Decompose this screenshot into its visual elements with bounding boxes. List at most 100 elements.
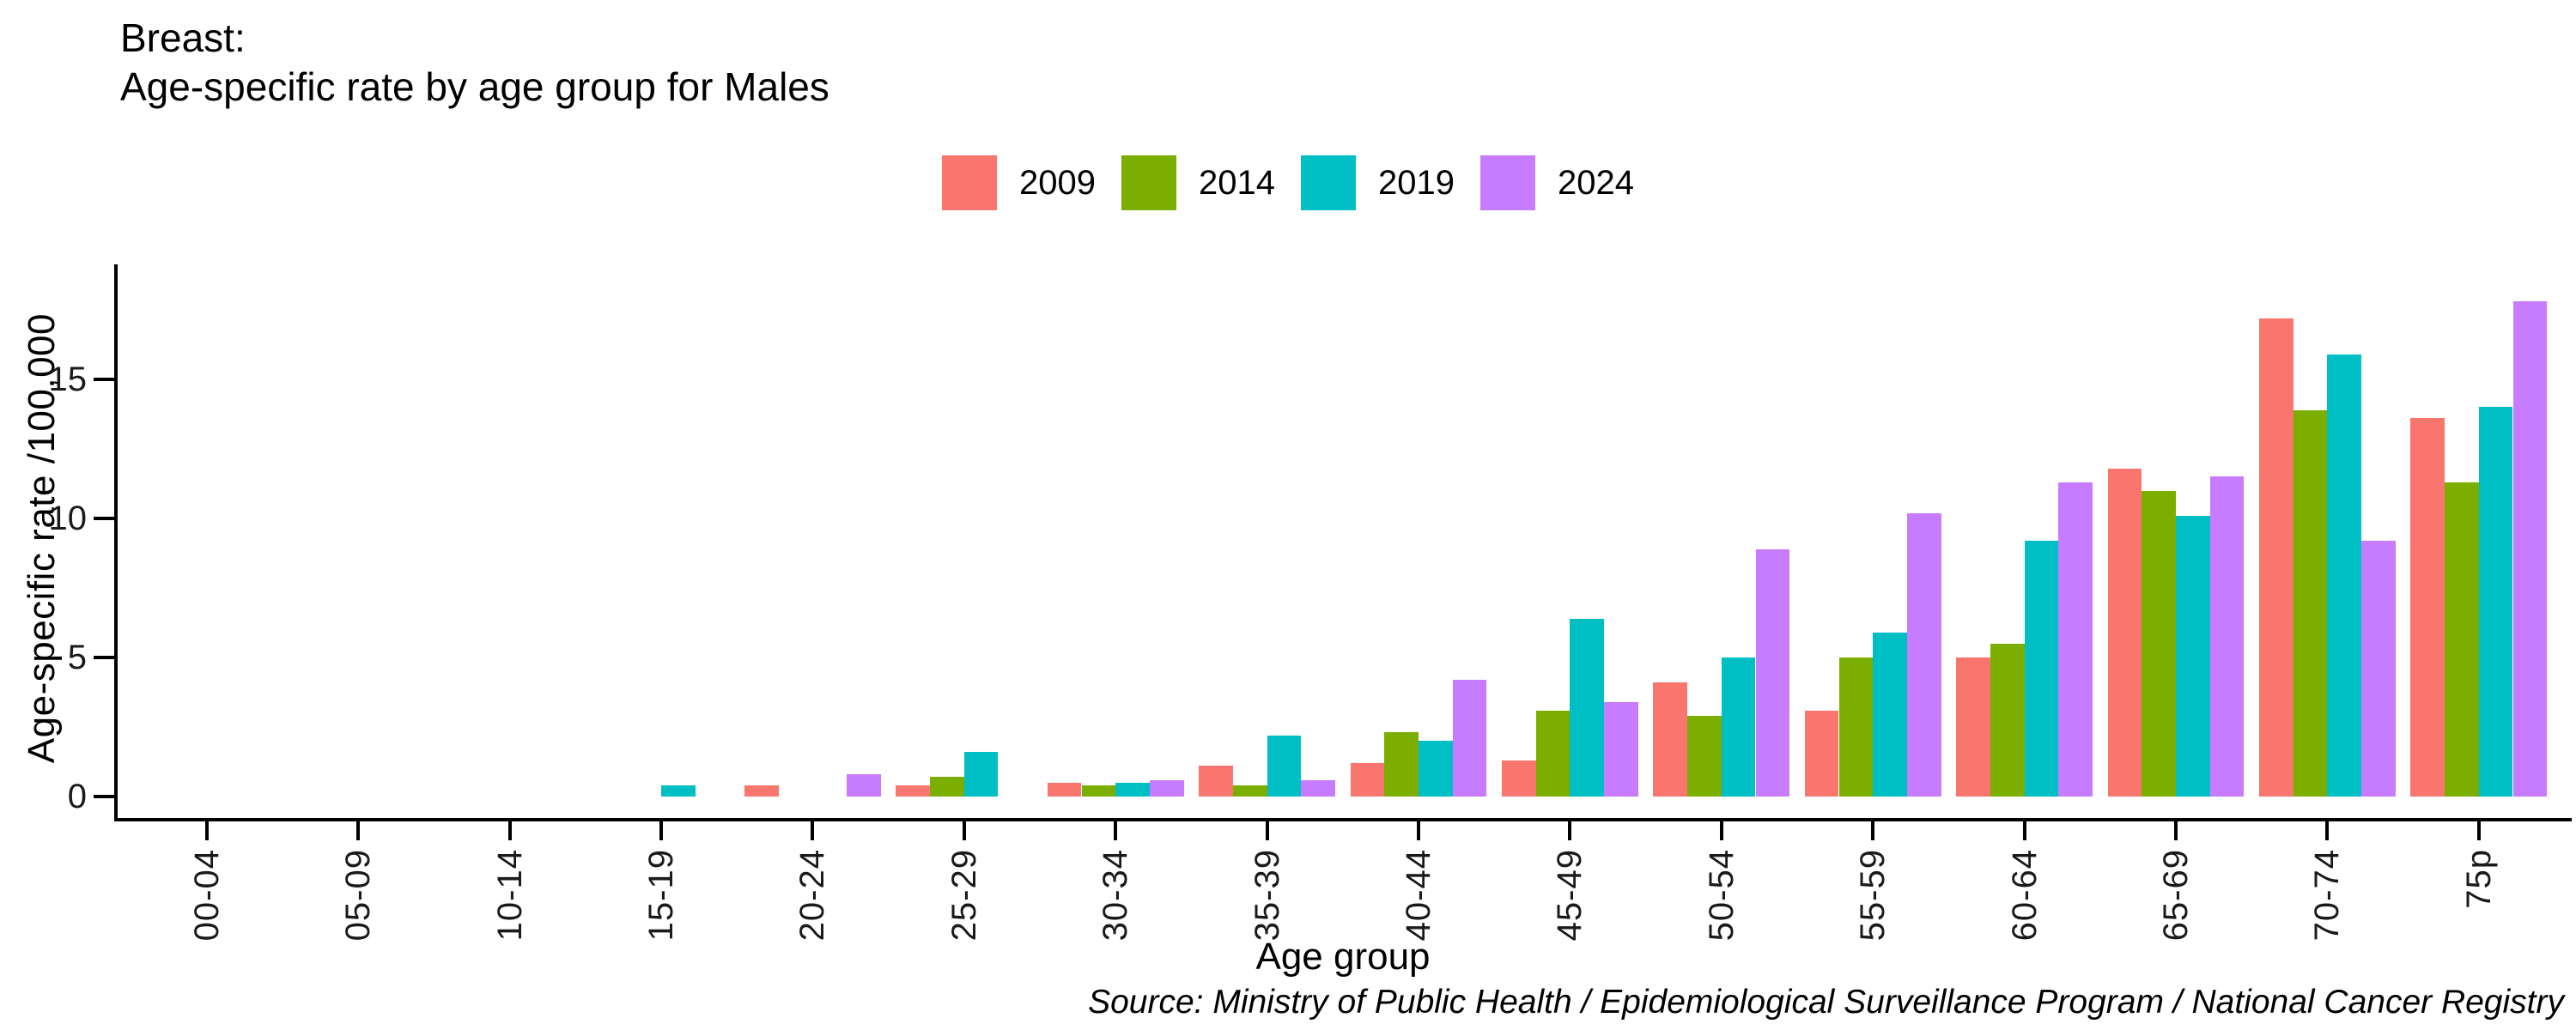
bar-2019-75p: [2478, 407, 2513, 797]
bar-2024-75p: [2512, 301, 2548, 797]
y-tick-label-5: 5: [67, 639, 87, 676]
legend-swatch-2014: [1121, 155, 1177, 210]
legend-item-2009: 2009: [942, 155, 1096, 210]
x-tick-label-00-04: 00-04: [187, 849, 226, 942]
bar-2024-20-24: [847, 774, 881, 797]
bar-2014-55-59: [1838, 657, 1874, 797]
bar-2019-40-44: [1419, 741, 1453, 797]
y-tick-mark-15: [94, 378, 114, 381]
x-tick-mark-05-09: [356, 821, 361, 840]
x-tick-label-10-14: 10-14: [490, 849, 529, 942]
legend-label-2014: 2014: [1199, 163, 1275, 202]
bar-2019-30-34: [1115, 782, 1150, 797]
bar-2014-25-29: [930, 777, 964, 797]
bar-2024-35-39: [1301, 779, 1335, 797]
bar-2014-75p: [2445, 482, 2479, 797]
x-tick-mark-40-44: [1417, 821, 1420, 840]
y-tick-mark-5: [94, 656, 114, 659]
bar-2019-45-49: [1570, 618, 1605, 797]
y-tick-mark-0: [94, 795, 114, 798]
legend-label-2009: 2009: [1019, 163, 1097, 202]
x-tick-mark-20-24: [811, 821, 815, 840]
legend-item-2014: 2014: [1121, 155, 1275, 210]
x-tick-mark-35-39: [1265, 821, 1269, 840]
bar-2009-65-69: [2107, 468, 2142, 797]
bar-2019-55-59: [1873, 632, 1907, 797]
bar-2009-60-64: [1956, 657, 1990, 797]
title-line-1: Breast:: [120, 15, 246, 60]
x-tick-label-40-44: 40-44: [1400, 849, 1437, 942]
x-tick-label-50-54: 50-54: [1702, 849, 1741, 942]
source-note: Source: Ministry of Public Health / Epid…: [1088, 984, 2564, 1021]
title-line-2: Age-specific rate by age group for Males: [120, 64, 829, 109]
x-tick-mark-10-14: [507, 821, 512, 840]
y-tick-mark-10: [94, 517, 114, 520]
bar-2009-20-24: [744, 785, 779, 797]
x-tick-mark-55-59: [1871, 821, 1875, 840]
legend-item-2024: 2024: [1479, 155, 1634, 210]
x-tick-label-20-24: 20-24: [793, 849, 832, 942]
bar-2014-30-34: [1081, 785, 1116, 797]
bar-2009-50-54: [1653, 682, 1688, 797]
y-tick-label-15: 15: [48, 360, 88, 398]
bar-2014-40-44: [1384, 732, 1419, 797]
x-tick-mark-70-74: [2325, 821, 2330, 840]
bar-2019-60-64: [2024, 540, 2059, 797]
y-axis-line: [114, 264, 118, 821]
bar-2014-65-69: [2142, 490, 2176, 797]
bar-2014-45-49: [1535, 710, 1571, 797]
x-tick-label-65-69: 65-69: [2157, 849, 2195, 942]
bar-2024-50-54: [1755, 548, 1790, 797]
x-tick-label-55-59: 55-59: [1854, 849, 1893, 942]
y-axis-title-wrap: Age-specific rate /100,000: [21, 258, 64, 820]
bar-2009-25-29: [896, 785, 931, 797]
legend-item-2019: 2019: [1301, 155, 1455, 210]
bar-2024-60-64: [2058, 482, 2093, 797]
x-tick-mark-25-29: [962, 821, 966, 840]
x-tick-label-15-19: 15-19: [642, 849, 680, 942]
x-tick-mark-60-64: [2022, 821, 2026, 840]
bar-2019-50-54: [1721, 657, 1756, 797]
bar-2024-40-44: [1452, 679, 1487, 797]
x-tick-label-60-64: 60-64: [2005, 849, 2044, 942]
x-tick-mark-45-49: [1568, 821, 1572, 840]
bar-2019-35-39: [1267, 735, 1302, 797]
x-axis-title: Age group: [1255, 936, 1431, 978]
bar-2019-15-19: [661, 785, 696, 797]
bar-2014-60-64: [1990, 643, 2025, 797]
x-tick-label-70-74: 70-74: [2308, 849, 2347, 942]
legend-swatch-2009: [942, 155, 998, 210]
x-tick-mark-65-69: [2174, 821, 2178, 840]
y-tick-label-0: 0: [67, 778, 87, 815]
bar-2009-75p: [2410, 418, 2445, 797]
bar-2009-45-49: [1502, 760, 1536, 797]
bar-2019-70-74: [2327, 354, 2362, 797]
bar-2024-55-59: [1906, 512, 1941, 797]
bar-2024-30-34: [1149, 779, 1184, 797]
y-tick-label-10: 10: [48, 500, 88, 537]
bar-2009-35-39: [1199, 766, 1233, 797]
x-tick-mark-00-04: [204, 821, 209, 840]
bar-2024-65-69: [2209, 476, 2245, 797]
x-tick-mark-75p: [2476, 821, 2481, 840]
x-tick-mark-15-19: [659, 821, 663, 840]
legend-label-2024: 2024: [1557, 163, 1634, 202]
bar-2014-35-39: [1232, 785, 1267, 797]
bar-2009-70-74: [2259, 318, 2293, 797]
x-tick-label-45-49: 45-49: [1551, 849, 1589, 942]
x-axis-line: [114, 818, 2572, 821]
bar-2019-65-69: [2176, 515, 2210, 797]
x-tick-mark-30-34: [1114, 821, 1118, 840]
x-tick-label-05-09: 05-09: [339, 849, 378, 942]
page-title: Breast: Age-specific rate by age group fo…: [120, 14, 829, 112]
bar-2014-70-74: [2293, 409, 2328, 797]
x-tick-label-30-34: 30-34: [1097, 849, 1135, 942]
bar-2024-70-74: [2361, 540, 2396, 797]
bar-2014-50-54: [1687, 716, 1722, 797]
x-tick-label-25-29: 25-29: [945, 849, 983, 942]
bar-2009-55-59: [1804, 710, 1839, 797]
legend-swatch-2019: [1301, 155, 1356, 210]
bar-2009-40-44: [1350, 763, 1385, 797]
legend-swatch-2024: [1479, 155, 1535, 210]
